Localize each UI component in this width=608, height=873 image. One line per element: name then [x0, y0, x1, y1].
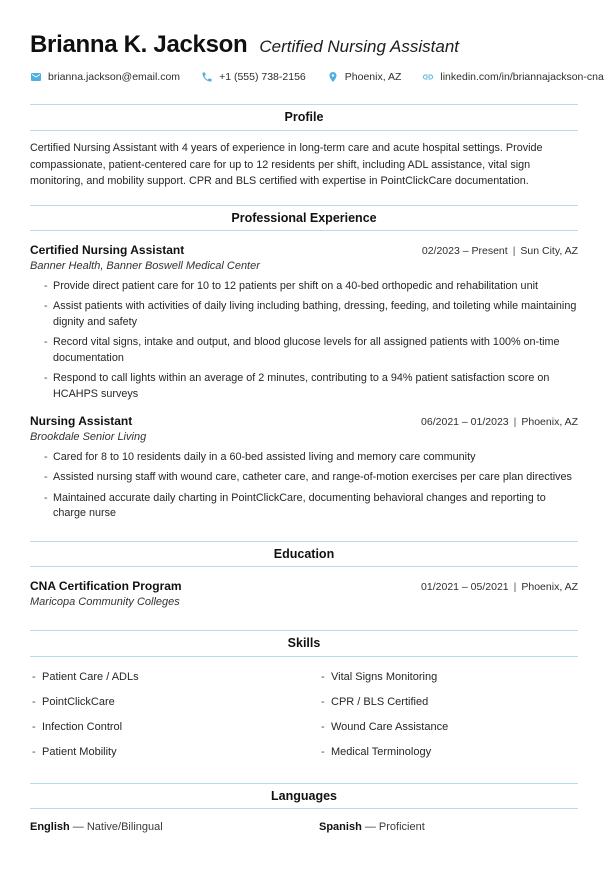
- job-bullet: Maintained accurate daily charting in Po…: [44, 491, 578, 522]
- job-dates-location: 06/2021 – 01/2023 | Phoenix, AZ: [421, 416, 578, 428]
- skill-item: CPR / BLS Certified: [319, 696, 578, 708]
- experience-entry: Certified Nursing Assistant 02/2023 – Pr…: [30, 243, 578, 402]
- education-list: CNA Certification Program 01/2021 – 05/2…: [30, 579, 578, 608]
- job-bullet: Record vital signs, intake and output, a…: [44, 335, 578, 366]
- contact-text: linkedin.com/in/briannajackson-cna: [440, 71, 604, 84]
- contact-item[interactable]: +1 (555) 738-2156: [201, 71, 306, 83]
- education-program: CNA Certification Program: [30, 579, 182, 594]
- section-title-skills: Skills: [30, 630, 578, 657]
- section-title-languages: Languages: [30, 782, 578, 810]
- job-bullet: Provide direct patient care for 10 to 12…: [44, 279, 578, 295]
- job-dates: 06/2021 – 01/2023: [421, 416, 509, 429]
- experience-entry: Nursing Assistant 06/2021 – 01/2023 | Phoe…: [30, 414, 578, 522]
- language-name: Spanish: [319, 821, 362, 834]
- phone-icon: [201, 71, 213, 83]
- section-title-experience: Professional Experience: [30, 204, 578, 232]
- job-bullet: Respond to call lights within an average…: [44, 371, 578, 402]
- job-company: Brookdale Senior Living: [30, 431, 147, 444]
- person-job-title: Certified Nursing Assistant: [259, 37, 460, 56]
- person-name: Brianna K. Jackson: [30, 31, 248, 58]
- pipe-separator: |: [512, 245, 516, 258]
- section-title-education: Education: [30, 540, 578, 568]
- job-title: Certified Nursing Assistant: [30, 243, 185, 258]
- education-dates: 01/2021 – 05/2021: [421, 581, 509, 594]
- job-bullet-list: Provide direct patient care for 10 to 12…: [30, 279, 578, 402]
- skill-item: Vital Signs Monitoring: [319, 671, 578, 683]
- contact-text: Phoenix, AZ: [344, 71, 402, 84]
- job-title: Nursing Assistant: [30, 414, 133, 429]
- email-icon: [30, 71, 42, 83]
- job-location: Phoenix, AZ: [521, 416, 578, 429]
- contact-item[interactable]: linkedin.com/in/briannajackson-cna: [422, 71, 604, 84]
- education-dates-location: 01/2021 – 05/2021 | Phoenix, AZ: [421, 581, 578, 593]
- education-entry: CNA Certification Program 01/2021 – 05/2…: [30, 579, 578, 608]
- contact-row: brianna.jackson@email.com +1 (555) 738-2…: [30, 71, 604, 84]
- skill-item: PointClickCare: [30, 696, 289, 708]
- language-item: English — Native/Bilingual: [30, 821, 289, 833]
- skills-grid: Patient Care / ADLs Vital Signs Monitorin…: [30, 671, 578, 758]
- skill-item: Patient Care / ADLs: [30, 671, 289, 683]
- location-icon: [327, 71, 339, 83]
- contact-text: brianna.jackson@email.com: [48, 71, 181, 84]
- job-company: Banner Health, Banner Boswell Medical Ce…: [30, 260, 260, 273]
- resume-header: Brianna K. Jackson Certified Nursing Ass…: [30, 31, 578, 58]
- contact-text: +1 (555) 738-2156: [219, 71, 306, 84]
- profile-summary: Certified Nursing Assistant with 4 years…: [30, 141, 543, 188]
- job-bullet: Assist patients with activities of daily…: [44, 299, 578, 330]
- job-dates: 02/2023 – Present: [421, 245, 508, 258]
- language-name: English: [30, 821, 70, 834]
- section-title-profile: Profile: [30, 104, 578, 131]
- experience-list: Certified Nursing Assistant 02/2023 – Pr…: [30, 243, 578, 522]
- skill-item: Patient Mobility: [30, 746, 289, 758]
- language-level: — Proficient: [364, 821, 425, 834]
- pipe-separator: |: [513, 581, 517, 594]
- job-bullet: Cared for 8 to 10 residents daily in a 6…: [44, 450, 578, 466]
- education-school: Maricopa Community Colleges: [30, 596, 180, 609]
- job-dates-location: 02/2023 – Present | Sun City, AZ: [422, 245, 578, 257]
- education-location: Phoenix, AZ: [521, 581, 578, 594]
- job-location: Sun City, AZ: [520, 245, 578, 258]
- contact-item[interactable]: brianna.jackson@email.com: [30, 71, 180, 83]
- language-item: Spanish — Proficient: [319, 821, 578, 833]
- contact-item[interactable]: Phoenix, AZ: [327, 71, 402, 84]
- job-bullet-list: Cared for 8 to 10 residents daily in a 6…: [30, 450, 578, 522]
- skill-item: Wound Care Assistance: [319, 721, 578, 733]
- pipe-separator: |: [513, 416, 517, 429]
- languages-row: English — Native/Bilingual Spanish — Pro…: [30, 821, 578, 833]
- language-level: — Native/Bilingual: [72, 821, 163, 834]
- link-icon: [422, 71, 434, 83]
- skill-item: Infection Control: [30, 721, 289, 733]
- job-bullet: Assisted nursing staff with wound care, …: [44, 470, 578, 486]
- skill-item: Medical Terminology: [319, 746, 578, 758]
